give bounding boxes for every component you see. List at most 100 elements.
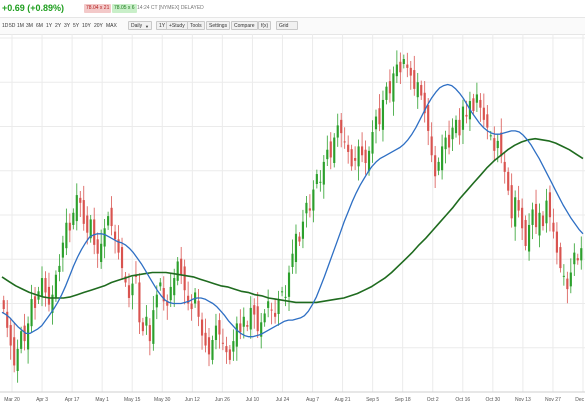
x-tick-label: Jun 12	[185, 397, 200, 403]
candle-body	[155, 294, 158, 308]
candle-body	[294, 233, 298, 263]
candle-body	[465, 114, 468, 117]
x-tick-label: Aug 21	[335, 397, 351, 403]
x-tick-label: Jul 24	[276, 397, 290, 403]
price-change: +0.69 (+0.89%)	[2, 3, 65, 13]
candle-body	[329, 141, 332, 158]
candle-body	[96, 239, 99, 254]
candle-body	[301, 221, 305, 239]
grid-layer	[0, 34, 585, 393]
chevron-down-icon: ▼	[145, 24, 149, 29]
candle-body	[124, 276, 127, 283]
candle-body	[545, 200, 548, 224]
candle-body	[207, 337, 211, 355]
candle-body	[340, 119, 343, 134]
range-3m-button[interactable]: 3M	[26, 23, 33, 29]
function-button[interactable]: f(x)	[258, 21, 272, 30]
candle-body	[305, 202, 308, 214]
candle-body	[548, 192, 552, 218]
range-3y-button[interactable]: 3Y	[64, 23, 71, 29]
candle-body	[68, 222, 71, 231]
range-1d-button[interactable]: 1D	[2, 23, 9, 29]
candle-body	[451, 127, 454, 140]
candle-body	[461, 106, 465, 130]
candle-body	[580, 248, 583, 261]
range-20y-button[interactable]: 20Y	[94, 23, 103, 29]
range-1m-button[interactable]: 1M	[17, 23, 24, 29]
candle-body	[200, 319, 204, 336]
range-10y-button[interactable]: 10Y	[82, 23, 91, 29]
range-6m-button[interactable]: 6M	[36, 23, 43, 29]
candle-body	[9, 325, 12, 346]
candle-body	[23, 325, 26, 342]
x-tick-label: May 30	[154, 397, 171, 403]
x-tick-label: Sep 5	[366, 397, 379, 403]
grid-button[interactable]: Grid	[276, 21, 298, 30]
x-tick-label: Oct 2	[427, 397, 439, 403]
candle-body	[166, 301, 169, 306]
compare-button[interactable]: Compare	[231, 21, 258, 30]
candle-body	[263, 313, 266, 323]
candle-body	[30, 299, 33, 327]
candle-body	[2, 300, 5, 310]
candle-body	[573, 252, 576, 265]
chart-area[interactable]: Mar 20 Apr 3 Apr 17 May 1 May 15 May 30 Jun 12…	[0, 34, 585, 407]
candle-body	[510, 185, 513, 219]
interval-select[interactable]: Daily ▼	[128, 21, 152, 30]
candle-body	[239, 323, 242, 333]
candle-body	[65, 222, 68, 249]
candle-body	[13, 337, 16, 366]
x-tick-label: Aug 7	[306, 397, 319, 403]
candle-body	[367, 150, 371, 172]
candle-body	[354, 158, 357, 161]
candle-body	[496, 140, 499, 149]
x-tick-label: Jun 26	[215, 397, 230, 403]
range-5y-button[interactable]: 5Y	[73, 23, 80, 29]
candle-body	[458, 119, 461, 136]
candle-body	[319, 181, 322, 183]
candle-body	[308, 208, 311, 211]
candle-body	[524, 219, 527, 246]
candle-body	[256, 306, 259, 332]
candle-body	[489, 135, 492, 137]
range-max-button[interactable]: MAX	[106, 23, 117, 29]
range-2y-button[interactable]: 2Y	[55, 23, 62, 29]
candle-body	[475, 94, 478, 103]
candle-body	[402, 59, 405, 64]
candle-body	[183, 266, 186, 291]
candle-body	[117, 239, 120, 253]
candle-body	[364, 149, 367, 164]
settings-button[interactable]: Settings	[206, 21, 231, 30]
x-tick-label: May 1	[95, 397, 109, 403]
candle-body	[33, 296, 37, 308]
candle-body	[395, 64, 398, 77]
candle-body	[204, 332, 207, 346]
candle-body	[486, 114, 489, 128]
candle-body	[472, 98, 475, 112]
candle-body	[16, 348, 19, 371]
candle-body	[249, 307, 252, 330]
candle-body	[148, 325, 151, 342]
candle-body	[322, 161, 325, 185]
candle-body	[406, 64, 409, 68]
tools-button[interactable]: Tools	[187, 21, 205, 30]
range-1y-button[interactable]: 1Y	[46, 23, 53, 29]
x-tick-label: Nov 27	[545, 397, 561, 403]
study-button[interactable]: +Study	[166, 21, 188, 30]
candle-body	[274, 312, 277, 317]
candle-body	[374, 116, 378, 130]
candle-body	[534, 203, 538, 228]
candle-body	[235, 323, 238, 347]
candle-body	[176, 261, 179, 281]
candle-body	[54, 274, 58, 298]
candle-body	[173, 278, 176, 296]
range-5d-button[interactable]: 5D	[9, 23, 16, 29]
candle-body	[134, 275, 138, 277]
candle-body	[493, 138, 496, 151]
candle-body	[27, 323, 30, 350]
x-tick-label: Sep 18	[395, 397, 411, 403]
moving-average-layer	[1, 83, 584, 338]
candle-body	[120, 247, 124, 269]
candle-body	[500, 132, 503, 157]
candle-body	[93, 219, 96, 245]
